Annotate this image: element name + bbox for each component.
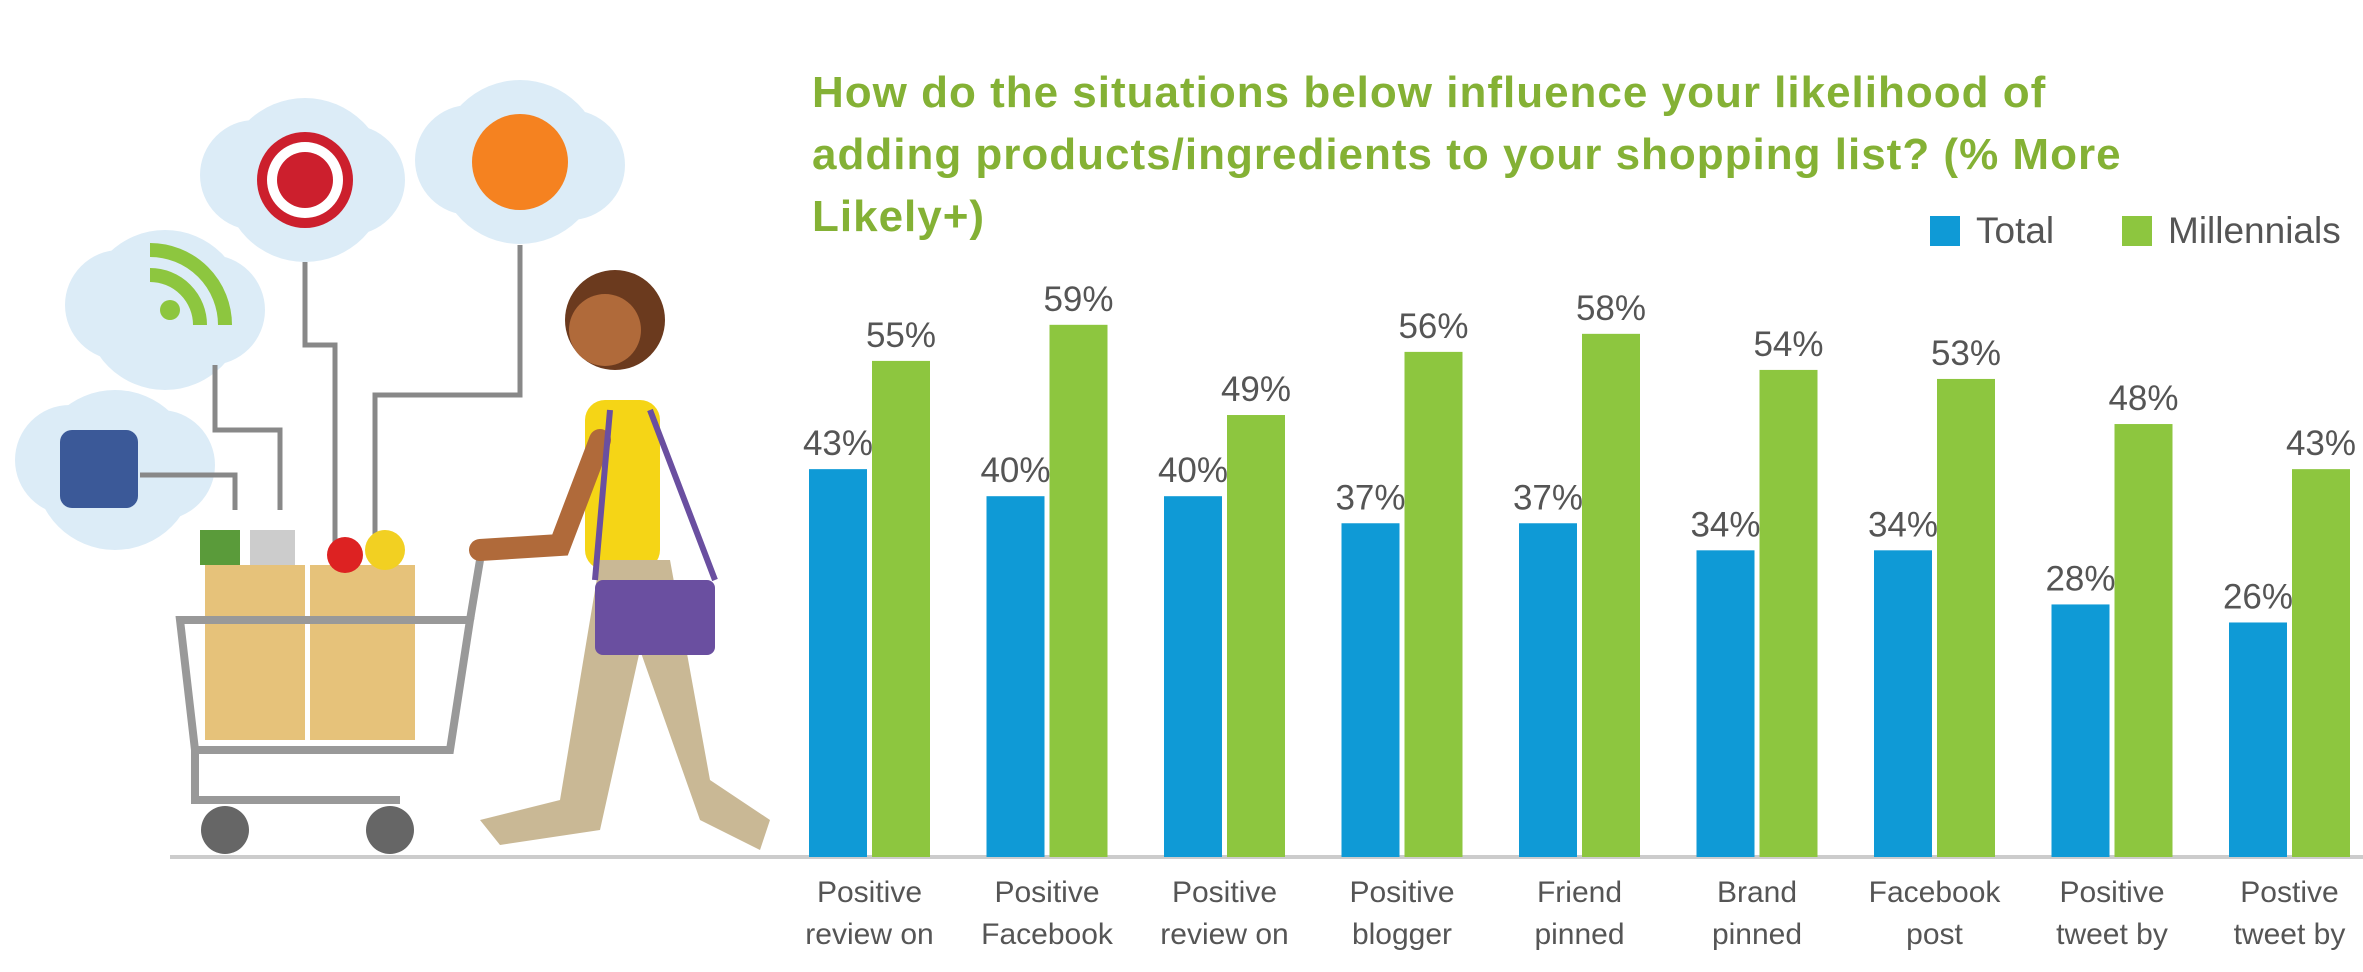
value-label: 54% [1753,325,1823,364]
bar [1874,550,1932,857]
x-tick-label: Positive Facebook [962,872,1132,956]
bar [2115,424,2173,857]
value-label: 34% [1690,505,1760,544]
value-label: 55% [866,316,936,355]
value-label: 53% [1931,334,2001,373]
bar [1519,523,1577,857]
value-label: 34% [1868,505,1938,544]
value-label: 43% [2286,424,2356,463]
x-tick-label: Positive review on [785,872,955,956]
value-label: 56% [1398,307,1468,346]
bar [2292,469,2350,857]
x-tick-label: Facebook post [1850,872,2020,956]
legend-swatch [1930,216,1960,246]
bar [2052,604,2110,857]
x-tick-label: Friend pinned [1495,872,1665,956]
legend-swatch [2122,216,2152,246]
value-label: 37% [1513,478,1583,517]
bar [2229,622,2287,857]
value-label: 40% [1158,451,1228,490]
value-label: 37% [1335,478,1405,517]
bar [1227,415,1285,857]
value-label: 48% [2108,379,2178,418]
bar [987,496,1045,857]
bar [809,469,867,857]
legend-item: Total [1930,210,2054,252]
legend-item: Millennials [2122,210,2341,252]
bar [1050,325,1108,857]
bar [1342,523,1400,857]
value-label: 43% [803,424,873,463]
value-label: 58% [1576,289,1646,328]
illustration [15,80,770,854]
legend-label: Millennials [2168,210,2341,252]
bar [1405,352,1463,857]
x-tick-label: Postive tweet by [2205,872,2363,956]
bar [1164,496,1222,857]
bar [1760,370,1818,857]
bar [1697,550,1755,857]
value-label: 40% [980,451,1050,490]
value-label: 28% [2045,559,2115,598]
bar [1937,379,1995,857]
x-tick-label: Positive tweet by [2027,872,2197,956]
x-tick-label: Positive review on [1140,872,1310,956]
legend-label: Total [1976,210,2054,252]
x-tick-label: Positive blogger [1317,872,1487,956]
bar [872,361,930,857]
value-label: 49% [1221,370,1291,409]
bar [1582,334,1640,857]
x-tick-label: Brand pinned [1672,872,1842,956]
value-label: 59% [1043,280,1113,319]
value-label: 26% [2223,577,2293,616]
page: 43% 55% 40% 59% 40% 49% 37% 56% 37% 58% 34% 54% 34% 5… [0,0,2363,972]
